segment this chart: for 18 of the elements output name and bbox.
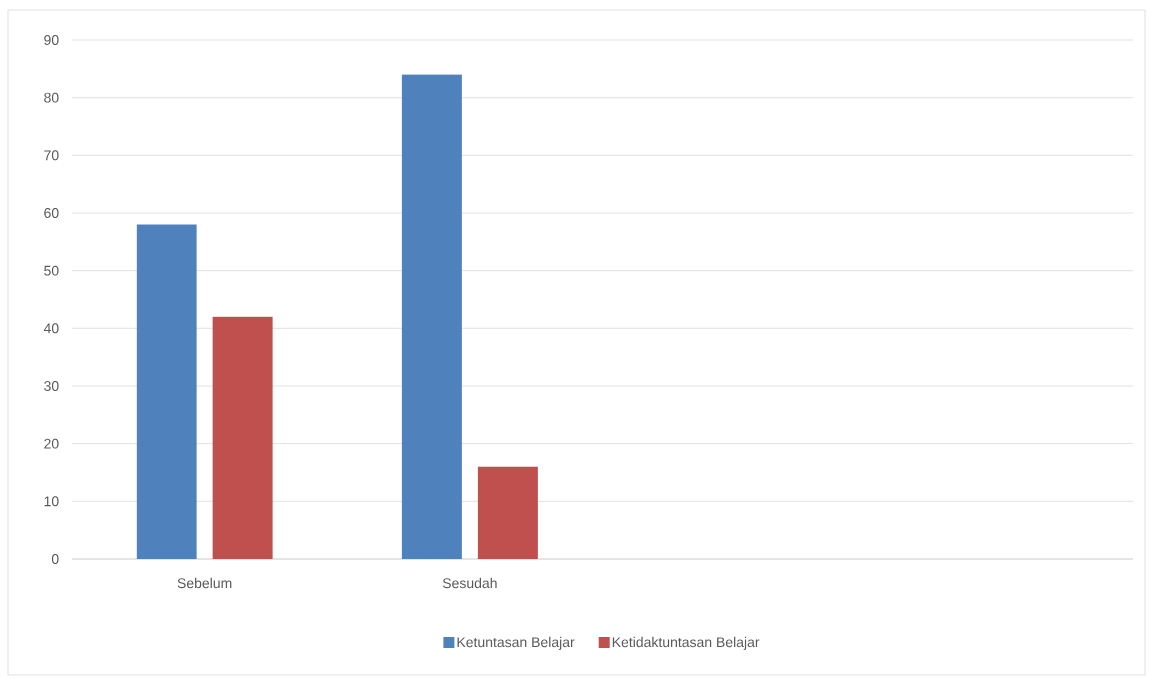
bar [212,316,273,559]
legend-label: Ketuntasan Belajar [457,636,575,650]
y-tick-label: 80 [44,92,59,103]
bar [136,224,197,559]
y-tick-label: 90 [44,35,59,45]
bar [401,74,462,559]
legend-label: Ketidaktuntasan Belajar [612,636,760,650]
y-tick-label: 20 [44,438,59,449]
y-tick-label: 50 [44,265,59,276]
x-tick-label: Sebelum [177,577,232,589]
y-tick-label: 40 [43,323,59,334]
y-tick-label: 10 [44,496,59,507]
bar [477,466,538,559]
y-tick-label: 70 [44,150,59,161]
y-tick-label: 60 [44,208,59,218]
y-tick-label: 30 [44,381,59,391]
x-tick-label: Sesudah [442,577,497,589]
y-tick-label: 0 [51,554,59,564]
